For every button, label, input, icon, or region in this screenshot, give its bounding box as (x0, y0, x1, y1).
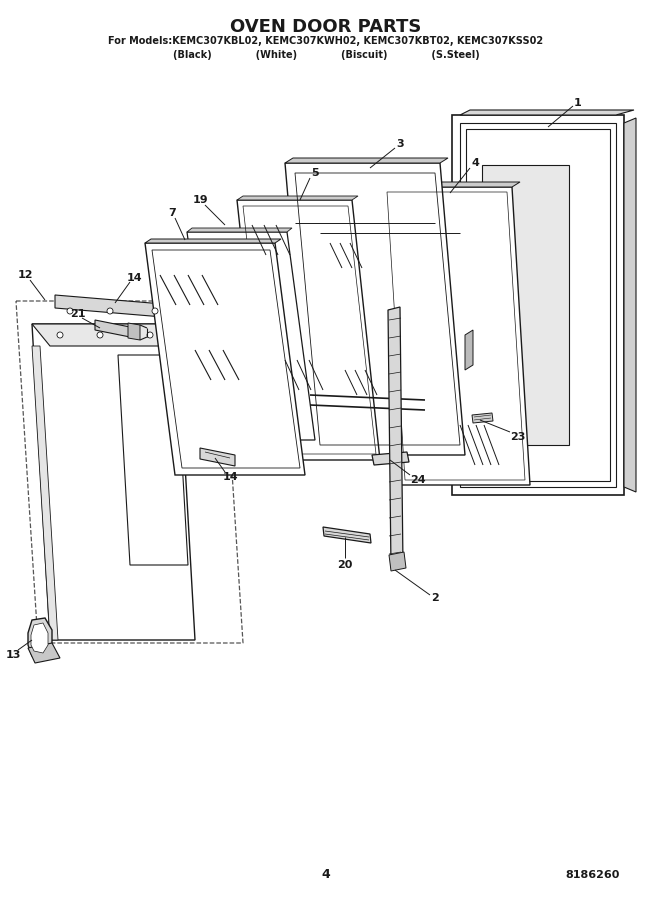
Polygon shape (624, 118, 636, 492)
Polygon shape (118, 355, 188, 565)
Circle shape (97, 332, 103, 338)
Text: 20: 20 (337, 560, 353, 570)
Polygon shape (382, 187, 530, 485)
Text: 12: 12 (17, 270, 33, 280)
Polygon shape (32, 324, 195, 640)
Circle shape (147, 332, 153, 338)
Text: 2: 2 (431, 593, 439, 603)
Polygon shape (145, 243, 305, 475)
Polygon shape (237, 200, 380, 460)
Polygon shape (187, 232, 315, 440)
Text: OVEN DOOR PARTS: OVEN DOOR PARTS (230, 18, 422, 36)
Polygon shape (472, 413, 493, 423)
Polygon shape (187, 228, 292, 232)
Text: 7: 7 (168, 208, 176, 218)
Polygon shape (55, 295, 175, 318)
Polygon shape (452, 115, 624, 495)
Polygon shape (382, 182, 520, 187)
Circle shape (152, 308, 158, 314)
Text: 14: 14 (222, 472, 238, 482)
Text: 21: 21 (70, 309, 86, 319)
Text: (Black)             (White)             (Biscuit)             (S.Steel): (Black) (White) (Biscuit) (S.Steel) (173, 50, 479, 60)
Polygon shape (128, 323, 140, 340)
Text: For Models:KEMC307KBL02, KEMC307KWH02, KEMC307KBT02, KEMC307KSS02: For Models:KEMC307KBL02, KEMC307KWH02, K… (108, 36, 544, 46)
Polygon shape (323, 527, 371, 543)
Polygon shape (32, 346, 58, 640)
Polygon shape (465, 330, 473, 370)
Text: 3: 3 (396, 139, 404, 149)
Polygon shape (200, 448, 235, 466)
Text: 5: 5 (311, 168, 319, 178)
Polygon shape (95, 320, 130, 337)
Polygon shape (460, 110, 634, 115)
Polygon shape (372, 452, 409, 465)
Circle shape (107, 308, 113, 314)
Text: 23: 23 (511, 432, 526, 442)
Polygon shape (388, 307, 403, 568)
Polygon shape (389, 552, 406, 571)
Polygon shape (482, 165, 569, 445)
Circle shape (67, 308, 73, 314)
Polygon shape (237, 196, 358, 200)
Text: 4: 4 (321, 868, 331, 881)
Polygon shape (460, 123, 616, 487)
Polygon shape (285, 163, 465, 455)
Polygon shape (285, 158, 448, 163)
Polygon shape (32, 324, 195, 346)
Polygon shape (28, 643, 60, 663)
Polygon shape (466, 129, 610, 481)
Text: 1: 1 (574, 98, 582, 108)
Polygon shape (31, 623, 48, 653)
Text: 19: 19 (192, 195, 208, 205)
Text: 4: 4 (471, 158, 479, 168)
Polygon shape (145, 239, 281, 243)
Circle shape (57, 332, 63, 338)
Polygon shape (28, 618, 52, 658)
Text: 14: 14 (127, 273, 143, 283)
Text: 13: 13 (5, 650, 21, 660)
Text: 24: 24 (410, 475, 426, 485)
Text: 8186260: 8186260 (566, 870, 620, 880)
